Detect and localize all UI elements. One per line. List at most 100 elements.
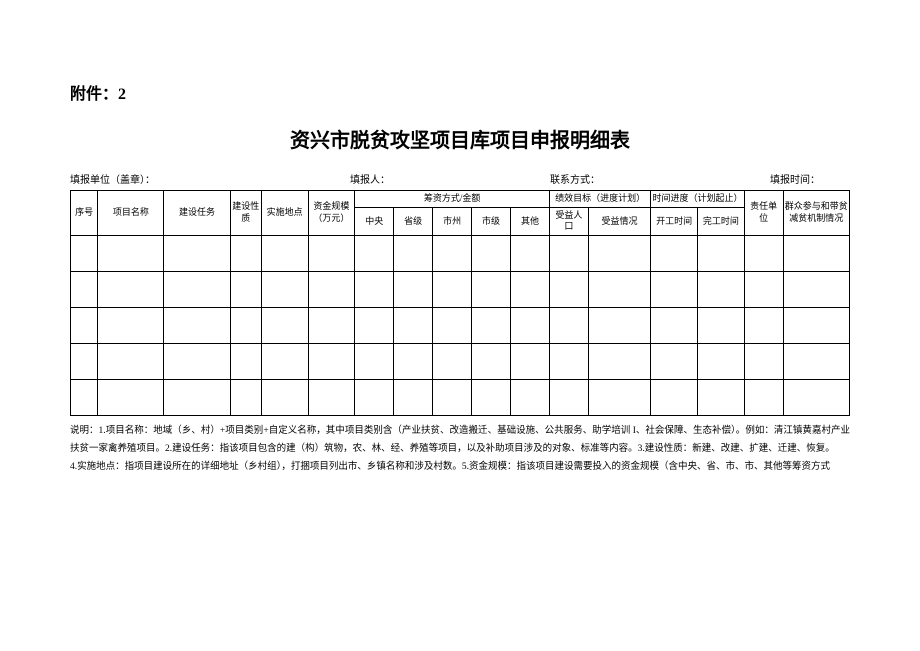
table-row — [71, 380, 850, 416]
table-cell — [230, 236, 261, 272]
th-task: 建设任务 — [164, 191, 230, 236]
table-cell — [783, 344, 849, 380]
table-cell — [651, 308, 698, 344]
table-cell — [433, 308, 472, 344]
table-cell — [98, 272, 164, 308]
table-cell — [549, 236, 588, 272]
notes-line-2: 4.实施地点：指项目建设所在的详细地址（乡村组），打捆项目列出市、乡镇名称和涉及… — [70, 458, 850, 476]
table-cell — [433, 344, 472, 380]
table-cell — [261, 236, 308, 272]
table-cell — [783, 272, 849, 308]
th-central: 中央 — [355, 207, 394, 235]
table-cell — [261, 308, 308, 344]
notes-block: 说明：1.项目名称：地域（乡、村）+项目类别+自定义名称，其中项目类别含（产业扶… — [70, 422, 850, 476]
th-province: 省级 — [394, 207, 433, 235]
table-cell — [230, 380, 261, 416]
table-cell — [308, 380, 355, 416]
th-city-prefecture: 市州 — [433, 207, 472, 235]
table-cell — [588, 308, 650, 344]
table-cell — [394, 308, 433, 344]
th-project-name: 项目名称 — [98, 191, 164, 236]
table-cell — [651, 236, 698, 272]
table-cell — [472, 272, 511, 308]
table-cell — [308, 272, 355, 308]
table-cell — [511, 236, 550, 272]
table-cell — [549, 344, 588, 380]
table-cell — [511, 380, 550, 416]
th-start: 开工时间 — [651, 207, 698, 235]
table-cell — [355, 308, 394, 344]
th-time-progress-group: 时间进度（计划起止） — [651, 191, 744, 208]
table-cell — [261, 272, 308, 308]
table-cell — [433, 272, 472, 308]
table-cell — [71, 380, 98, 416]
table-cell — [511, 344, 550, 380]
table-cell — [651, 380, 698, 416]
table-cell — [511, 272, 550, 308]
table-cell — [783, 308, 849, 344]
table-cell — [744, 344, 783, 380]
th-mass-participation: 群众参与和带贫减贫机制情况 — [783, 191, 849, 236]
table-cell — [588, 272, 650, 308]
table-cell — [71, 344, 98, 380]
table-cell — [511, 308, 550, 344]
th-end: 完工时间 — [697, 207, 744, 235]
th-fund-scale: 资金规模（万元） — [308, 191, 355, 236]
detail-table: 序号 项目名称 建设任务 建设性质 实施地点 资金规模（万元） 筹资方式/金额 … — [70, 190, 850, 416]
table-cell — [71, 236, 98, 272]
table-cell — [697, 380, 744, 416]
table-cell — [308, 308, 355, 344]
table-cell — [71, 272, 98, 308]
table-cell — [230, 344, 261, 380]
table-cell — [697, 272, 744, 308]
th-kpi-group: 绩效目标（进度计划） — [549, 191, 650, 208]
table-cell — [98, 308, 164, 344]
table-cell — [98, 236, 164, 272]
th-resp-unit: 责任单位 — [744, 191, 783, 236]
table-cell — [588, 344, 650, 380]
th-location: 实施地点 — [261, 191, 308, 236]
table-cell — [697, 236, 744, 272]
table-cell — [472, 308, 511, 344]
table-cell — [230, 272, 261, 308]
table-cell — [355, 236, 394, 272]
table-cell — [697, 344, 744, 380]
table-cell — [394, 380, 433, 416]
table-cell — [472, 380, 511, 416]
table-cell — [549, 272, 588, 308]
meta-row: 填报单位（盖章）： 填报人： 联系方式： 填报时间： — [70, 171, 850, 186]
th-fund-method-group: 筹资方式/金额 — [355, 191, 550, 208]
table-cell — [433, 380, 472, 416]
table-cell — [697, 308, 744, 344]
table-cell — [472, 236, 511, 272]
table-cell — [261, 380, 308, 416]
table-cell — [588, 380, 650, 416]
table-cell — [651, 344, 698, 380]
th-benefit-situation: 受益情况 — [588, 207, 650, 235]
table-cell — [472, 344, 511, 380]
table-cell — [394, 272, 433, 308]
th-seq: 序号 — [71, 191, 98, 236]
table-cell — [355, 344, 394, 380]
table-cell — [549, 308, 588, 344]
table-cell — [164, 236, 230, 272]
meta-contact: 联系方式： — [550, 171, 770, 186]
table-cell — [164, 308, 230, 344]
table-cell — [588, 236, 650, 272]
table-cell — [308, 344, 355, 380]
table-cell — [744, 236, 783, 272]
table-body — [71, 236, 850, 416]
meta-time: 填报时间： — [770, 171, 820, 186]
table-cell — [230, 308, 261, 344]
table-cell — [308, 236, 355, 272]
meta-reporter: 填报人： — [350, 171, 550, 186]
table-cell — [433, 236, 472, 272]
notes-line-1: 说明：1.项目名称：地域（乡、村）+项目类别+自定义名称，其中项目类别含（产业扶… — [70, 422, 850, 458]
th-nature: 建设性质 — [230, 191, 261, 236]
table-cell — [783, 380, 849, 416]
table-cell — [394, 236, 433, 272]
table-row — [71, 344, 850, 380]
table-cell — [164, 344, 230, 380]
table-cell — [355, 380, 394, 416]
table-cell — [744, 272, 783, 308]
